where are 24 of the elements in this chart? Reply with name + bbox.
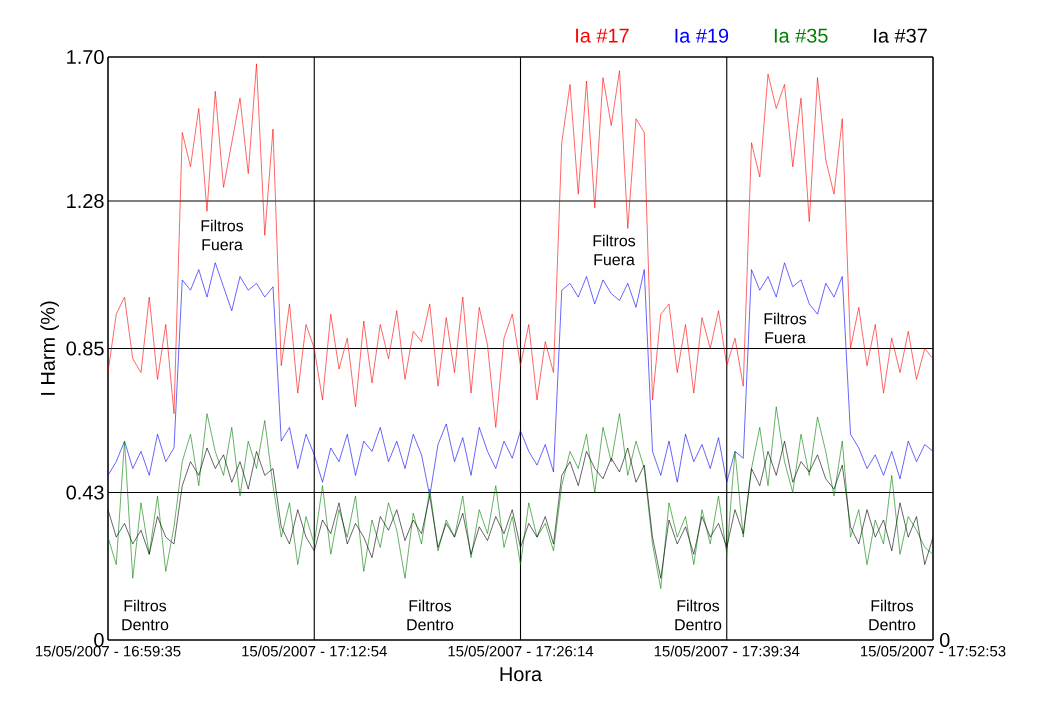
x-tick-label: 15/05/2007 - 16:59:35 (36, 645, 181, 657)
y-tick-label: 1.70 (67, 49, 104, 65)
annotation: Filtros Fuera (201, 219, 244, 251)
annotation: Filtros Dentro (407, 599, 454, 631)
series-label: Ia #17 (576, 28, 629, 43)
text: Ia #37 (874, 28, 927, 43)
annotation: Filtros Dentro (122, 599, 169, 631)
annotation: Filtros Fuera (593, 234, 636, 266)
text: Ia #35 (774, 28, 828, 43)
annotation: Filtros Fuera (764, 312, 807, 344)
y-axis-title: I Harm (%) (40, 301, 59, 395)
y-tick-label: 1.28 (67, 193, 104, 209)
x-axis-title: Hora (500, 667, 543, 682)
text: Ia #19 (675, 28, 729, 43)
x-tick-label: 15/05/2007 - 17:26:14 (448, 645, 594, 657)
y-tick-label: 0.43 (66, 485, 104, 500)
y-tick-label: 0 (94, 632, 104, 648)
line-series (108, 406, 934, 589)
annotation: Filtros Dentro (675, 599, 722, 631)
x-tick-label: 15/05/2007 - 17:39:34 (654, 645, 800, 657)
y-tick-label: 0.85 (66, 341, 104, 356)
annotation: Filtros Dentro (869, 599, 916, 631)
text: 0 (939, 632, 950, 648)
x-tick-label: 15/05/2007 - 17:12:54 (242, 645, 387, 657)
